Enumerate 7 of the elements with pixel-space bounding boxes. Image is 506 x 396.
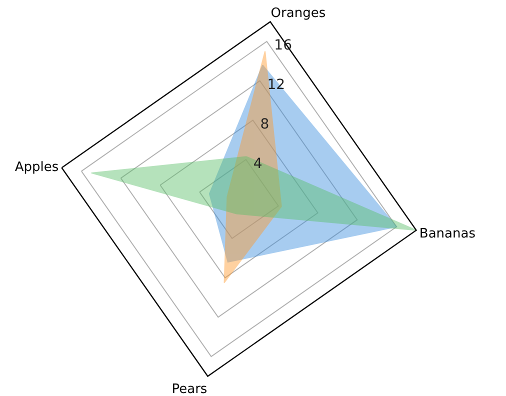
y-tick-label: 12 [267,77,286,94]
y-tick-label: 4 [253,156,262,172]
spoke-label: Oranges [270,6,326,21]
y-tick-label: 8 [260,116,270,133]
spoke-label: Bananas [419,226,476,242]
spoke-label: Apples [14,160,59,176]
spoke-label: Pears [172,382,208,396]
